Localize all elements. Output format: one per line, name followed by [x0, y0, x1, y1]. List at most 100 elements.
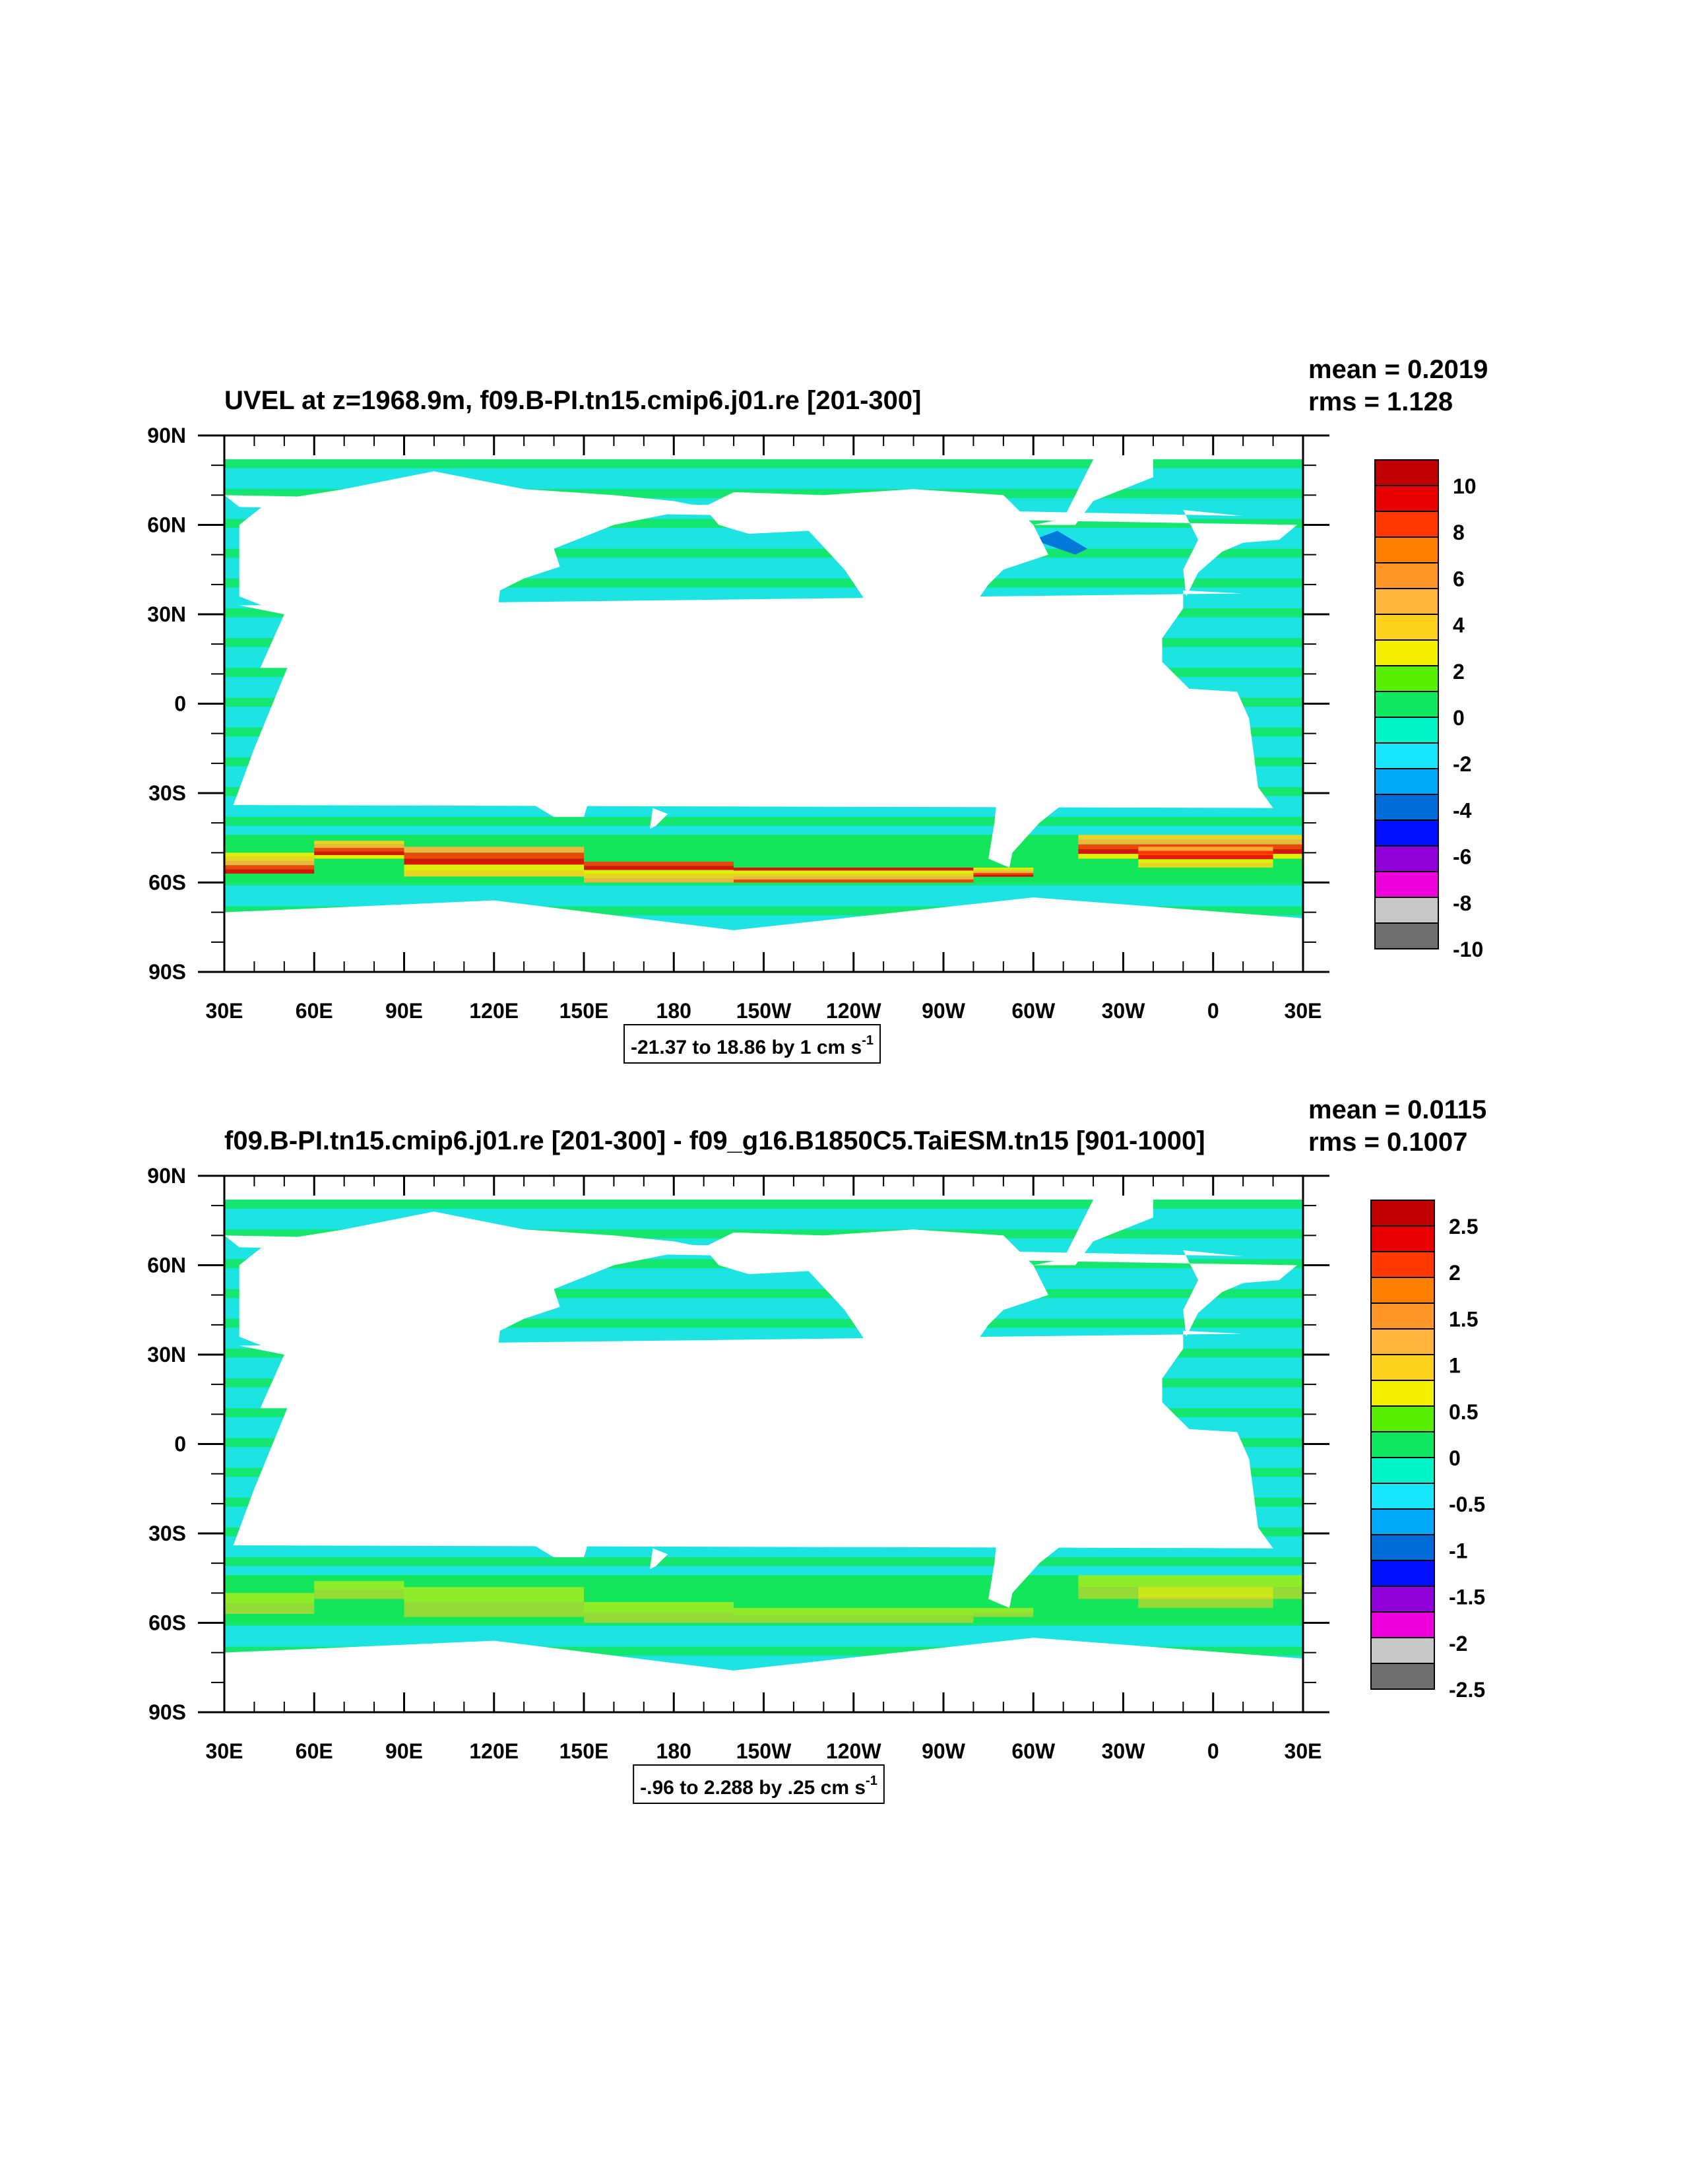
colorbar-label: -10 — [1453, 938, 1483, 961]
colorbar-label: -2.5 — [1449, 1678, 1485, 1702]
x-tick-label: 30E — [1285, 999, 1322, 1023]
colorbar-label: 4 — [1453, 614, 1465, 637]
contour-info-sup: -1 — [862, 1033, 874, 1048]
colorbar-bin — [1374, 845, 1439, 872]
y-tick-label: 90S — [148, 1700, 186, 1724]
colorbar-bin — [1370, 1586, 1435, 1613]
zonal-band — [224, 474, 1303, 484]
acc-jet — [973, 874, 1034, 877]
contour-info-box — [633, 1764, 885, 1804]
colorbar-bin — [1370, 1508, 1435, 1535]
y-tick-label: 60S — [148, 871, 186, 895]
acc-jet — [1138, 863, 1273, 868]
x-tick-label: 120W — [826, 999, 881, 1023]
colorbar-bin — [1370, 1431, 1435, 1458]
x-tick-label: 120W — [826, 1739, 881, 1763]
acc-jet — [314, 848, 404, 852]
zonal-band — [224, 817, 1303, 826]
y-tick-label: 0 — [174, 692, 186, 716]
x-tick-label: 90E — [385, 999, 423, 1023]
land-mask — [472, 1479, 593, 1558]
acc-jet — [973, 873, 1034, 876]
acc-jet — [1078, 1575, 1303, 1588]
colorbar-label: 6 — [1453, 567, 1465, 591]
x-tick-label: 150W — [736, 1739, 792, 1763]
colorbar-bin — [1370, 1560, 1435, 1587]
stat-rms: rms = 1.128 — [1308, 387, 1453, 416]
land-mask — [419, 1426, 488, 1468]
y-tick-label: 30S — [148, 1522, 186, 1545]
acc-jet — [224, 1603, 315, 1614]
colorbar-bin — [1370, 1457, 1435, 1484]
colorbar-bin — [1374, 717, 1439, 744]
acc-jet — [1138, 1587, 1273, 1598]
colorbar-bin — [1374, 459, 1439, 486]
colorbar-bin — [1374, 562, 1439, 589]
x-tick-label: 60E — [296, 1739, 333, 1763]
x-tick-label: 150E — [559, 999, 609, 1023]
colorbar-bin — [1374, 588, 1439, 615]
contour-info: -.96 to 2.288 by .25 cm s-1 — [640, 1774, 877, 1799]
acc-jet — [734, 1607, 974, 1616]
land-mask — [224, 495, 1297, 596]
colorbar-bin — [1370, 1302, 1435, 1330]
y-tick-label: 0 — [174, 1432, 186, 1456]
acc-jet — [973, 1612, 1034, 1617]
land-mask — [703, 489, 1048, 680]
contour-info-text: -21.37 to 18.86 by 1 cm s — [631, 1037, 862, 1058]
x-tick-label: 90E — [385, 1739, 423, 1763]
acc-jet — [584, 1601, 734, 1613]
colorbar-label: 1.5 — [1449, 1307, 1478, 1331]
acc-jet — [973, 867, 1034, 870]
x-tick-label: 120E — [469, 1739, 519, 1763]
land-mask — [263, 1489, 284, 1519]
y-tick-label: 90N — [147, 424, 186, 447]
x-tick-label: 60W — [1011, 1739, 1056, 1763]
acc-jet — [584, 878, 734, 883]
land-mask — [703, 1229, 1048, 1421]
colorbar-bin — [1374, 819, 1439, 847]
colorbar-bin — [1370, 1534, 1435, 1561]
colorbar-bin — [1370, 1637, 1435, 1664]
acc-jet — [973, 869, 1034, 872]
zonal-band — [224, 1557, 1303, 1566]
x-tick-label: 0 — [1207, 999, 1219, 1023]
land-mask — [631, 1548, 668, 1578]
stat-mean: mean = 0.2019 — [1308, 355, 1488, 384]
colorbar-label: 2 — [1453, 660, 1465, 684]
colorbar-label: 2 — [1449, 1261, 1461, 1285]
colorbar-bin — [1370, 1200, 1435, 1227]
x-tick-label: 60E — [296, 999, 333, 1023]
stat-rms: rms = 0.1007 — [1308, 1128, 1467, 1157]
x-tick-label: 90W — [922, 1739, 966, 1763]
y-tick-label: 30S — [148, 781, 186, 805]
acc-jet — [734, 1615, 974, 1623]
colorbar-bin — [1370, 1277, 1435, 1304]
colorbar-bin — [1370, 1483, 1435, 1510]
colorbar-label: -1.5 — [1449, 1586, 1485, 1609]
acc-jet — [584, 874, 734, 879]
land-mask — [631, 808, 668, 838]
acc-jet — [314, 844, 404, 849]
acc-jet — [314, 851, 404, 855]
y-tick-label: 30N — [147, 602, 186, 626]
colorbar-bin — [1370, 1405, 1435, 1432]
y-tick-label: 60N — [147, 513, 186, 537]
acc-jet — [1138, 859, 1273, 864]
y-tick-label: 60S — [148, 1611, 186, 1635]
x-tick-label: 0 — [1207, 1739, 1219, 1763]
x-tick-label: 120E — [469, 999, 519, 1023]
acc-jet — [224, 865, 315, 870]
x-tick-label: 30W — [1102, 1739, 1146, 1763]
colorbar-bin — [1370, 1663, 1435, 1690]
acc-jet — [734, 873, 974, 877]
stat-mean: mean = 0.0115 — [1308, 1095, 1486, 1124]
acc-jet — [404, 858, 584, 865]
acc-jet — [224, 860, 315, 866]
colorbar-bin — [1370, 1225, 1435, 1252]
acc-jet — [404, 864, 584, 871]
colorbar-label: -4 — [1453, 798, 1472, 822]
y-tick-label: 90S — [148, 960, 186, 984]
